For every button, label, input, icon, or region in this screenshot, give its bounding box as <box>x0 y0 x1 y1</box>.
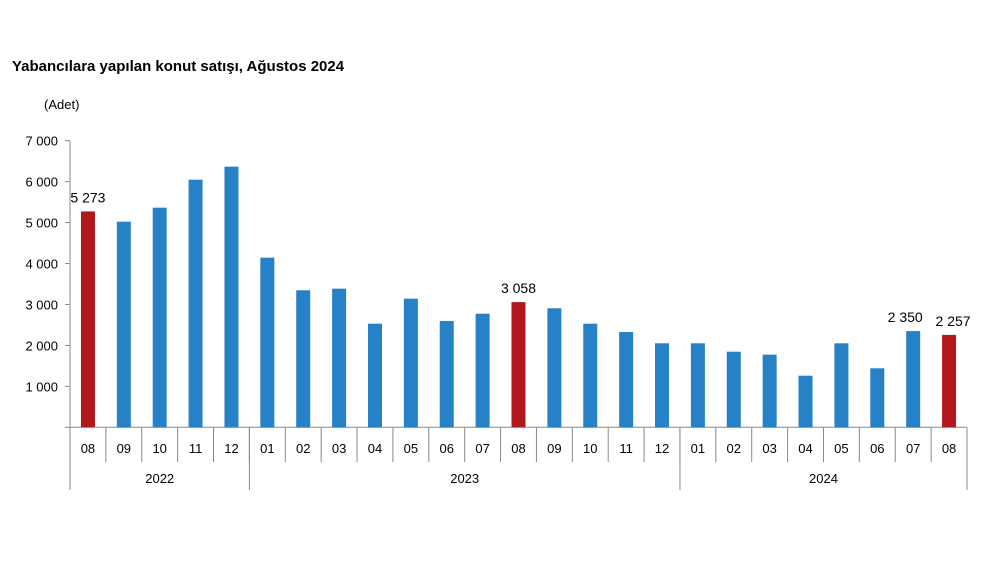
x-tick-label: 05 <box>404 441 418 456</box>
x-tick-label: 05 <box>834 441 848 456</box>
x-tick-label: 04 <box>368 441 382 456</box>
y-tick-label: 6 000 <box>25 175 58 190</box>
data-label: 5 273 <box>70 189 105 205</box>
y-tick-label: 4 000 <box>25 257 58 272</box>
bar <box>332 288 347 428</box>
bar <box>224 166 239 428</box>
bar <box>296 290 311 428</box>
x-tick-label: 01 <box>691 441 705 456</box>
x-tick-label: 02 <box>296 441 310 456</box>
year-label: 2022 <box>145 471 174 486</box>
y-tick-label: 1 000 <box>25 379 58 394</box>
bar <box>260 257 275 428</box>
year-label: 2023 <box>450 471 479 486</box>
bar <box>475 313 490 428</box>
x-tick-label: 10 <box>152 441 166 456</box>
bar <box>726 351 741 428</box>
bar <box>116 221 131 428</box>
bar <box>403 298 418 428</box>
bar <box>619 331 634 428</box>
data-label: 2 257 <box>936 313 971 329</box>
x-tick-label: 06 <box>440 441 454 456</box>
y-tick-label: 3 000 <box>25 297 58 312</box>
bar <box>152 207 167 428</box>
y-tick-label: 2 000 <box>25 338 58 353</box>
x-tick-label: 03 <box>762 441 776 456</box>
bar <box>870 368 885 428</box>
bar <box>583 323 598 428</box>
x-tick-label: 09 <box>547 441 561 456</box>
bar <box>547 308 562 428</box>
year-label: 2024 <box>809 471 838 486</box>
bar <box>942 334 957 428</box>
x-tick-label: 08 <box>942 441 956 456</box>
bar <box>80 211 95 428</box>
y-axis-unit-label: (Adet) <box>44 97 80 112</box>
bar <box>762 354 777 428</box>
bar <box>511 302 526 428</box>
x-tick-label: 09 <box>117 441 131 456</box>
x-tick-label: 11 <box>189 441 203 456</box>
bar <box>655 343 670 428</box>
bar <box>690 343 705 428</box>
bar <box>906 331 921 428</box>
bar <box>439 320 454 428</box>
data-label: 3 058 <box>501 280 536 296</box>
x-tick-label: 06 <box>870 441 884 456</box>
bar <box>367 323 382 428</box>
x-tick-label: 07 <box>475 441 489 456</box>
data-label: 2 350 <box>888 309 923 325</box>
x-tick-label: 07 <box>906 441 920 456</box>
x-tick-label: 12 <box>655 441 669 456</box>
chart-title: Yabancılara yapılan konut satışı, Ağusto… <box>12 58 345 75</box>
x-tick-label: 11 <box>619 441 633 456</box>
x-tick-label: 04 <box>798 441 812 456</box>
x-tick-label: 08 <box>81 441 95 456</box>
x-tick-label: 01 <box>260 441 274 456</box>
bar <box>188 179 203 428</box>
x-tick-label: 10 <box>583 441 597 456</box>
x-tick-label: 02 <box>727 441 741 456</box>
x-tick-label: 12 <box>224 441 238 456</box>
x-tick-label: 03 <box>332 441 346 456</box>
x-tick-label: 08 <box>511 441 525 456</box>
y-tick-label: 7 000 <box>25 134 58 149</box>
bar <box>798 375 813 428</box>
bar <box>834 343 849 428</box>
y-tick-label: 5 000 <box>25 216 58 231</box>
